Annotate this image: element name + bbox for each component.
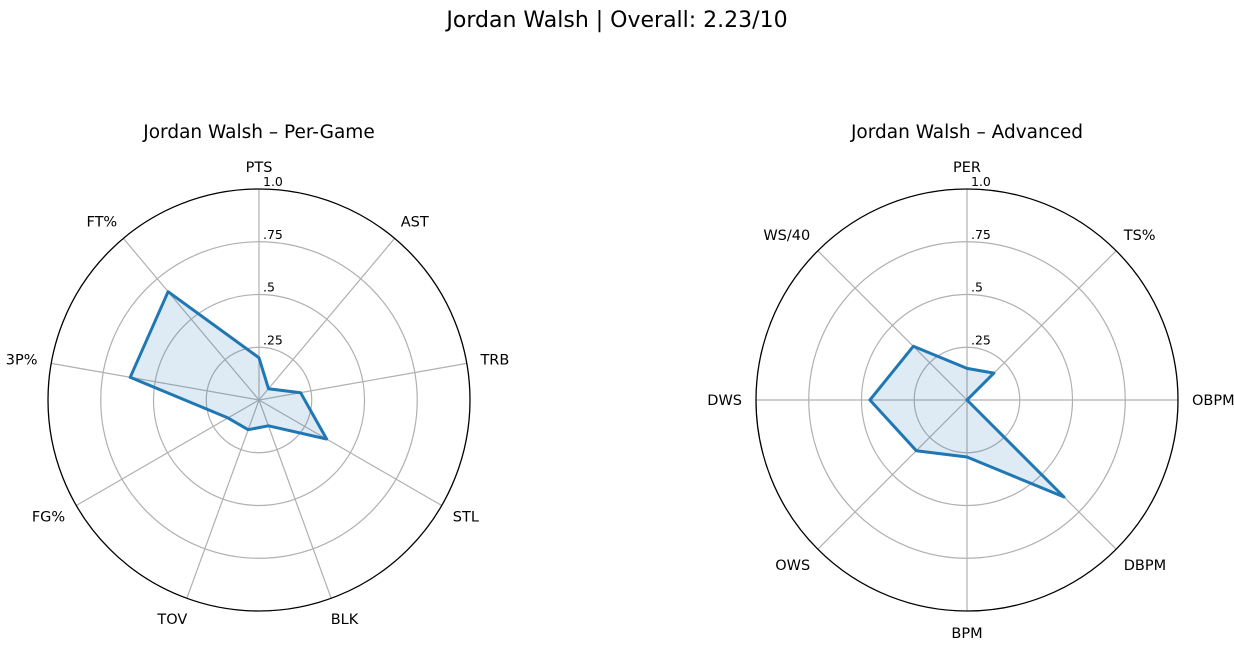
- category-label: PTS: [246, 160, 273, 176]
- spoke-line: [258, 399, 332, 599]
- category-label: BLK: [331, 612, 359, 628]
- category-label: TRB: [479, 353, 509, 369]
- spoke-line: [817, 250, 968, 401]
- category-label: DWS: [707, 393, 742, 409]
- category-label: WS/40: [763, 228, 810, 244]
- chart-title: Jordan Walsh – Advanced: [850, 122, 1083, 143]
- radial-tick-label: .25: [971, 332, 991, 347]
- radial-tick-label: .5: [263, 280, 275, 295]
- spoke-line: [258, 399, 443, 507]
- category-label: OWS: [775, 558, 810, 574]
- radial-tick-label: .75: [263, 227, 283, 242]
- spoke-line: [51, 362, 260, 401]
- category-label: PER: [953, 160, 981, 176]
- category-label: OBPM: [1192, 393, 1234, 409]
- data-line: [868, 344, 1066, 499]
- radial-tick-label: 1.0: [971, 174, 991, 189]
- category-label: BPM: [951, 626, 982, 642]
- category-label: AST: [401, 215, 429, 231]
- category-label: FG%: [32, 510, 65, 526]
- figure-title: Jordan Walsh | Overall: 2.23/10: [446, 8, 788, 33]
- spoke-line: [258, 237, 396, 401]
- category-label: TOV: [156, 612, 187, 628]
- category-label: FT%: [86, 215, 117, 231]
- spoke-line: [122, 237, 260, 401]
- radial-tick-label: 1.0: [263, 174, 283, 189]
- data-line: [128, 290, 329, 441]
- spoke-line: [258, 362, 467, 401]
- spoke-line: [817, 399, 968, 550]
- radial-tick-label: .75: [971, 227, 991, 242]
- data-area: [130, 291, 327, 439]
- radial-tick-label: .25: [263, 332, 283, 347]
- outer-frame: [755, 188, 1179, 612]
- category-label: 3P%: [6, 353, 38, 369]
- category-label: STL: [453, 510, 479, 526]
- chart-title: Jordan Walsh – Per-Game: [142, 122, 374, 143]
- data-area: [869, 346, 1064, 497]
- outer-frame: [47, 188, 471, 612]
- category-label: DBPM: [1124, 558, 1166, 574]
- spoke-line: [186, 399, 260, 599]
- radial-tick-label: .5: [971, 280, 983, 295]
- category-label: TS%: [1123, 228, 1156, 244]
